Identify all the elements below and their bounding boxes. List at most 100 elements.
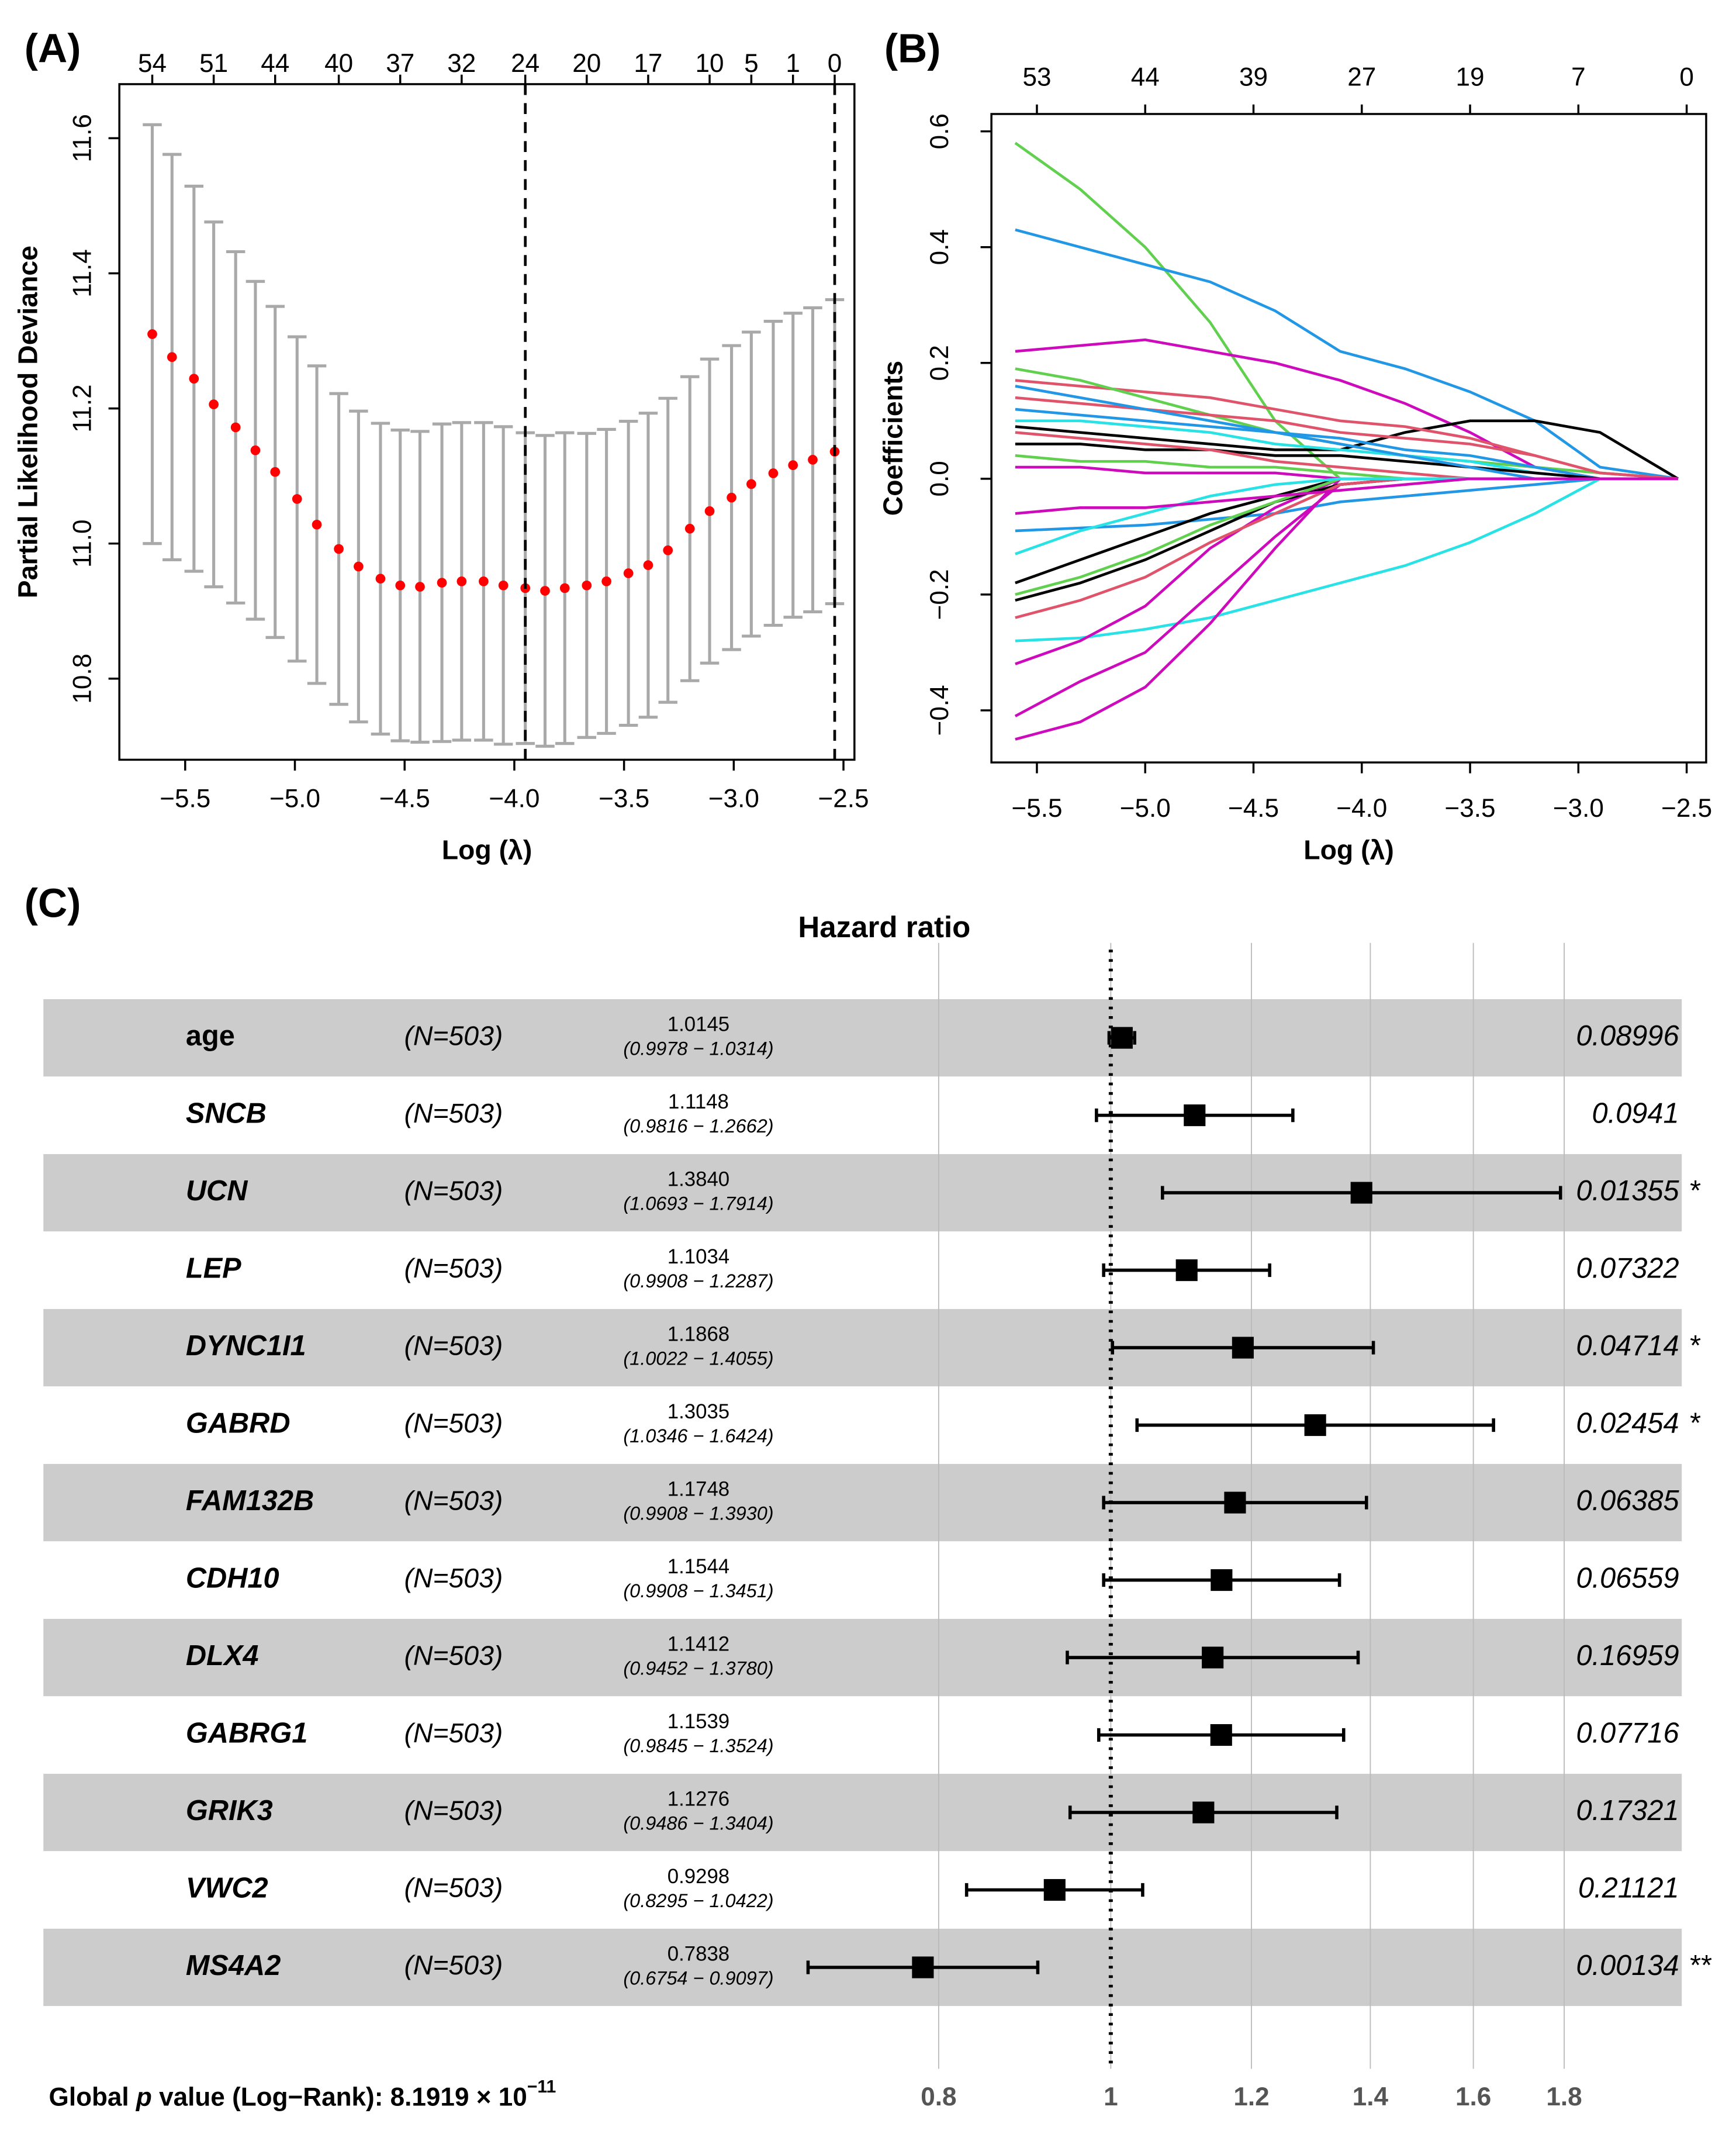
point [437, 578, 447, 588]
x-tick-label: 1.4 [1353, 2083, 1389, 2111]
n-label: (N=503) [404, 1485, 503, 1515]
significance: * [1690, 1407, 1701, 1439]
significance: * [1690, 1330, 1701, 1362]
variable-label: FAM132B [186, 1485, 314, 1517]
n-label: (N=503) [404, 1098, 503, 1128]
point [250, 445, 261, 455]
x-axis-title: Log (λ) [442, 834, 532, 865]
top-tick-label: 54 [138, 49, 167, 78]
point [808, 455, 818, 465]
n-label: (N=503) [404, 1330, 503, 1360]
hr-box [1350, 1182, 1372, 1204]
n-label: (N=503) [404, 1253, 503, 1283]
hr-box [912, 1956, 934, 1978]
y-axis-title: Partial Likelihood Deviance [12, 246, 43, 598]
y-tick-label: 0.2 [925, 345, 954, 381]
hr-box [1043, 1879, 1066, 1901]
y-tick-label: 11.0 [68, 519, 96, 568]
hr-label: 1.1412 [668, 1632, 729, 1655]
point [663, 545, 673, 555]
point [457, 576, 467, 586]
point [540, 586, 550, 596]
hr-label: 1.1748 [668, 1477, 729, 1500]
coefficient-path [1015, 443, 1678, 481]
top-tick-label: 27 [1347, 63, 1376, 91]
x-tick-label: 1.6 [1455, 2083, 1491, 2111]
n-label: (N=503) [404, 1175, 503, 1206]
hr-box [1232, 1337, 1254, 1359]
ci-label: (1.0022 − 1.4055) [623, 1348, 773, 1369]
top-tick-label: 32 [447, 49, 476, 78]
coefficient-path [1015, 477, 1678, 515]
point [601, 576, 611, 586]
variable-label: LEP [186, 1252, 241, 1284]
hr-label: 0.7838 [668, 1942, 729, 1965]
hr-box [1175, 1259, 1198, 1282]
ci-label: (0.9978 − 1.0314) [623, 1038, 773, 1059]
point [704, 506, 715, 516]
p-value: 0.07716 [1576, 1717, 1679, 1749]
y-axis-title: Coefficients [878, 361, 908, 516]
point [167, 352, 177, 362]
point [354, 561, 364, 572]
coefficient-path [1015, 228, 1679, 481]
variable-label: UCN [186, 1175, 248, 1207]
hr-label: 1.0145 [668, 1013, 729, 1035]
point [209, 399, 219, 410]
x-tick-label: −5.5 [160, 785, 210, 813]
ci-label: (0.9908 − 1.2287) [623, 1270, 773, 1292]
x-tick-label: 0.8 [921, 2083, 956, 2111]
x-tick-label: 1 [1104, 2083, 1118, 2111]
top-tick-label: 7 [1571, 63, 1586, 91]
point [643, 560, 653, 571]
footnote: Global p value (Log−Rank): 8.1919 × 10−1… [49, 2077, 556, 2111]
top-tick-label: 44 [1131, 63, 1160, 91]
point [375, 574, 386, 584]
point [684, 523, 695, 534]
p-value: 0.0941 [1592, 1097, 1679, 1129]
ci-label: (0.9816 − 1.2662) [623, 1116, 773, 1137]
p-value: 0.08996 [1576, 1020, 1679, 1052]
hr-box [1211, 1569, 1233, 1591]
variable-label: DLX4 [186, 1640, 259, 1672]
x-tick-label: −3.5 [1445, 794, 1496, 823]
x-tick-label: 1.8 [1546, 2083, 1582, 2111]
point [479, 576, 489, 586]
top-tick-label: 17 [634, 49, 662, 78]
n-label: (N=503) [404, 1873, 503, 1903]
coefficient-path [1015, 396, 1678, 481]
coefficient-path [1015, 477, 1678, 585]
p-value: 0.16959 [1576, 1640, 1679, 1672]
point [189, 374, 199, 384]
forest-title: Hazard ratio [798, 910, 970, 944]
point [312, 519, 322, 530]
hr-box [1111, 1027, 1133, 1049]
coefficient-path [1015, 477, 1678, 741]
y-tick-label: 11.4 [68, 249, 96, 298]
ci-label: (0.8295 − 1.0422) [623, 1890, 773, 1911]
footnote-part: −11 [527, 2077, 556, 2097]
panel-label: (C) [25, 880, 81, 926]
hr-label: 1.1544 [668, 1555, 729, 1578]
hr-box [1184, 1104, 1206, 1127]
point [147, 329, 157, 339]
top-tick-label: 20 [572, 49, 601, 78]
y-tick-label: −0.2 [925, 569, 954, 620]
point [415, 582, 425, 592]
ci-label: (0.9452 − 1.3780) [623, 1658, 773, 1679]
row-band [43, 1618, 1682, 1697]
top-tick-label: 10 [696, 49, 724, 78]
coefficient-path [1014, 477, 1678, 717]
top-tick-label: 51 [199, 49, 228, 78]
x-tick-label: −2.5 [818, 785, 869, 813]
hr-label: 1.1276 [668, 1787, 729, 1810]
p-value: 0.17321 [1576, 1795, 1679, 1826]
n-label: (N=503) [404, 1640, 503, 1670]
p-value: 0.21121 [1578, 1872, 1679, 1904]
point [498, 580, 509, 591]
n-label: (N=503) [404, 1718, 503, 1748]
top-tick-label: 40 [324, 49, 353, 78]
point [788, 460, 798, 470]
variable-label: GABRG1 [186, 1717, 307, 1749]
